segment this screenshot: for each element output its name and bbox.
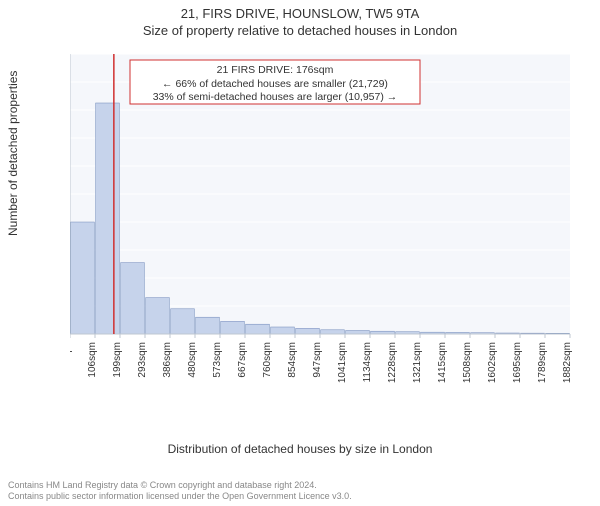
x-tick-label: 1882sqm [562,342,573,383]
x-tick-label: 760sqm [262,342,273,378]
histogram-bar [346,331,370,335]
x-tick-label: 854sqm [287,342,298,378]
histogram-bar [171,309,195,334]
x-tick-label: 12sqm [70,342,73,372]
annotation-line2: ← 66% of detached houses are smaller (21… [162,78,388,90]
x-tick-label: 947sqm [312,342,323,378]
x-tick-label: 1228sqm [387,342,398,383]
histogram-bar [96,103,120,334]
x-tick-label: 1041sqm [337,342,348,383]
chart-svg: 0200040006000800010000120001400016000180… [70,54,580,394]
x-tick-label: 1321sqm [412,342,423,383]
footer-attribution: Contains HM Land Registry data © Crown c… [8,480,592,503]
histogram-bar [196,317,220,334]
x-tick-label: 480sqm [187,342,198,378]
y-axis-label: Number of detached properties [6,71,20,236]
chart-area: 0200040006000800010000120001400016000180… [70,54,580,394]
x-tick-label: 1789sqm [537,342,548,383]
histogram-bar [146,298,170,334]
x-tick-label: 1415sqm [437,342,448,383]
footer-line1: Contains HM Land Registry data © Crown c… [8,480,592,491]
x-tick-label: 573sqm [212,342,223,378]
histogram-bar [246,324,270,334]
histogram-bar [71,222,95,334]
histogram-bar [271,327,295,334]
chart-title-main: 21, FIRS DRIVE, HOUNSLOW, TW5 9TA [0,6,600,21]
x-tick-label: 386sqm [162,342,173,378]
footer-line2: Contains public sector information licen… [8,491,592,502]
histogram-bar [321,330,345,334]
x-tick-label: 293sqm [137,342,148,378]
x-tick-label: 1134sqm [362,342,373,382]
chart-title-sub: Size of property relative to detached ho… [0,23,600,38]
histogram-bar [296,328,320,334]
histogram-bar [121,263,145,334]
annotation-line3: 33% of semi-detached houses are larger (… [153,91,398,103]
x-tick-label: 106sqm [87,342,98,378]
x-tick-label: 1508sqm [462,342,473,383]
x-axis-label: Distribution of detached houses by size … [0,442,600,456]
histogram-bar [221,321,245,334]
x-tick-label: 199sqm [112,342,123,378]
x-tick-label: 1602sqm [487,342,498,383]
x-tick-label: 667sqm [237,342,248,378]
x-tick-label: 1695sqm [512,342,523,383]
annotation-line1: 21 FIRS DRIVE: 176sqm [217,64,334,76]
